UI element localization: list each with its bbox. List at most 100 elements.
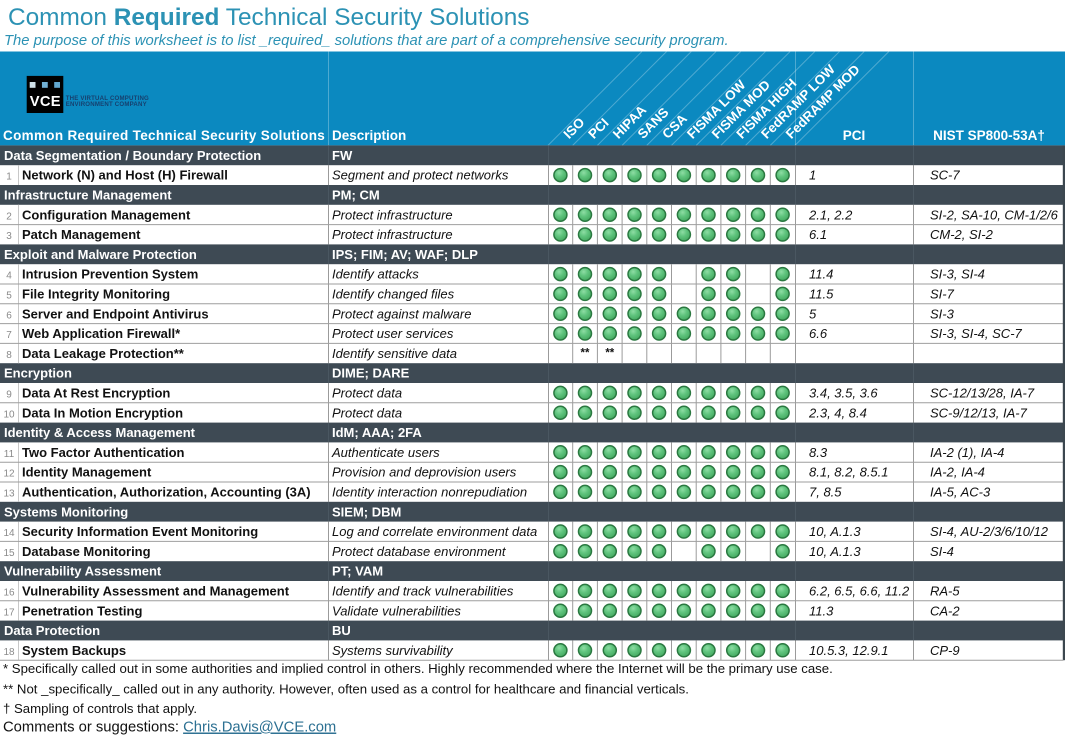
- svg-text:IdM; AAA; 2FA: IdM; AAA; 2FA: [332, 425, 422, 440]
- svg-text:6.6: 6.6: [809, 326, 828, 341]
- svg-text:1: 1: [6, 172, 12, 183]
- svg-text:8.1, 8.2, 8.5.1: 8.1, 8.2, 8.5.1: [809, 465, 889, 480]
- svg-text:DIME; DARE: DIME; DARE: [332, 366, 410, 381]
- svg-text:10: 10: [3, 409, 15, 420]
- svg-text:Authenticate users: Authenticate users: [331, 445, 440, 460]
- svg-text:Protect infrastructure: Protect infrastructure: [332, 207, 453, 222]
- svg-text:14: 14: [3, 528, 15, 539]
- svg-text:11.5: 11.5: [809, 287, 834, 302]
- svg-text:Server and Endpoint Antivirus: Server and Endpoint Antivirus: [22, 306, 209, 321]
- svg-text:Encryption: Encryption: [4, 366, 72, 381]
- svg-text:Data In Motion Encryption: Data In Motion Encryption: [22, 405, 183, 420]
- svg-text:THE VIRTUAL COMPUTING: THE VIRTUAL COMPUTING: [66, 95, 149, 102]
- svg-text:CP-9: CP-9: [930, 643, 960, 658]
- svg-text:Identify attacks: Identify attacks: [332, 267, 419, 282]
- svg-text:Database Monitoring: Database Monitoring: [22, 544, 151, 559]
- svg-text:11.3: 11.3: [809, 603, 834, 618]
- svg-text:5: 5: [809, 306, 817, 321]
- svg-text:**: **: [605, 348, 614, 360]
- svg-text:SIEM; DBM: SIEM; DBM: [332, 504, 401, 519]
- svg-text:Infrastructure Management: Infrastructure Management: [4, 188, 172, 203]
- svg-text:7: 7: [6, 330, 12, 341]
- svg-text:Provision and deprovision user: Provision and deprovision users: [332, 465, 517, 480]
- svg-text:Exploit and Malware Protection: Exploit and Malware Protection: [4, 247, 197, 262]
- svg-text:Identity Management: Identity Management: [22, 465, 152, 480]
- svg-text:IPS; FIM; AV; WAF; DLP: IPS; FIM; AV; WAF; DLP: [332, 247, 478, 262]
- svg-text:Log and correlate environment: Log and correlate environment data: [332, 524, 537, 539]
- svg-text:Identity interaction nonrepudi: Identity interaction nonrepudiation: [332, 485, 527, 500]
- svg-text:18: 18: [3, 647, 15, 658]
- svg-text:BU: BU: [332, 623, 351, 638]
- svg-text:Protect user services: Protect user services: [332, 326, 454, 341]
- svg-text:Comments or suggestions: Chris: Comments or suggestions: Chris.Davis@VCE…: [3, 720, 336, 736]
- svg-text:16: 16: [3, 588, 15, 599]
- svg-text:Vulnerability Assessment and M: Vulnerability Assessment and Management: [22, 584, 290, 599]
- svg-text:Network (N) and Host (H) Firew: Network (N) and Host (H) Firewall: [22, 168, 228, 183]
- svg-text:SI-2, SA-10, CM-1/2/6: SI-2, SA-10, CM-1/2/6: [930, 207, 1059, 222]
- svg-text:8: 8: [6, 350, 12, 361]
- svg-text:Protect against malware: Protect against malware: [332, 306, 471, 321]
- svg-text:Protect infrastructure: Protect infrastructure: [332, 227, 453, 242]
- svg-text:Description: Description: [332, 128, 406, 143]
- svg-text:6: 6: [6, 310, 12, 321]
- svg-text:3: 3: [6, 231, 12, 242]
- svg-text:† Sampling of controls that ap: † Sampling of controls that apply.: [3, 701, 197, 716]
- svg-text:10.5.3, 12.9.1: 10.5.3, 12.9.1: [809, 643, 889, 658]
- svg-text:SI-7: SI-7: [930, 287, 955, 302]
- svg-text:Validate vulnerabilities: Validate vulnerabilities: [332, 603, 461, 618]
- svg-text:IA-5, AC-3: IA-5, AC-3: [930, 485, 991, 500]
- svg-text:Data Protection: Data Protection: [4, 623, 100, 638]
- svg-text:Web Application Firewall*: Web Application Firewall*: [22, 326, 181, 341]
- svg-text:PCI: PCI: [843, 128, 866, 143]
- svg-text:7, 8.5: 7, 8.5: [809, 485, 842, 500]
- svg-text:13: 13: [3, 489, 15, 500]
- svg-text:9: 9: [6, 390, 12, 401]
- svg-text:** Not _specifically_ called o: ** Not _specifically_ called out in any …: [3, 682, 689, 697]
- svg-text:5: 5: [6, 291, 12, 302]
- svg-text:3.4, 3.5, 3.6: 3.4, 3.5, 3.6: [809, 386, 878, 401]
- svg-text:Two Factor Authentication: Two Factor Authentication: [22, 445, 185, 460]
- svg-text:ENVIRONMENT COMPANY: ENVIRONMENT COMPANY: [66, 101, 147, 108]
- svg-text:PT; VAM: PT; VAM: [332, 564, 383, 579]
- svg-text:Data At Rest Encryption: Data At Rest Encryption: [22, 386, 170, 401]
- svg-text:Segment and protect networks: Segment and protect networks: [332, 168, 509, 183]
- svg-text:SI-3, SI-4: SI-3, SI-4: [930, 267, 985, 282]
- svg-text:12: 12: [3, 469, 15, 480]
- svg-text:Security Information Event Mon: Security Information Event Monitoring: [22, 524, 258, 539]
- svg-text:Systems Monitoring: Systems Monitoring: [4, 504, 128, 519]
- svg-text:The purpose of this worksheet: The purpose of this worksheet is to list…: [4, 33, 729, 49]
- svg-text:Configuration Management: Configuration Management: [22, 207, 191, 222]
- svg-text:4: 4: [6, 271, 12, 282]
- svg-text:System Backups: System Backups: [22, 643, 126, 658]
- svg-text:SC-12/13/28, IA-7: SC-12/13/28, IA-7: [930, 386, 1035, 401]
- svg-text:* Specifically called out in s: * Specifically called out in some author…: [3, 661, 833, 676]
- svg-text:Systems survivability: Systems survivability: [332, 643, 454, 658]
- svg-text:10, A.1.3: 10, A.1.3: [809, 544, 861, 559]
- svg-text:SI-3, SI-4, SC-7: SI-3, SI-4, SC-7: [930, 326, 1023, 341]
- svg-text:File Integrity Monitoring: File Integrity Monitoring: [22, 287, 170, 302]
- svg-text:2.3, 4, 8.4: 2.3, 4, 8.4: [808, 405, 867, 420]
- svg-text:NIST SP800-53A†: NIST SP800-53A†: [933, 128, 1045, 143]
- svg-text:Penetration Testing: Penetration Testing: [22, 603, 142, 618]
- svg-text:**: **: [581, 348, 590, 360]
- svg-text:SC-7: SC-7: [930, 168, 960, 183]
- svg-text:SI-4, AU-2/3/6/10/12: SI-4, AU-2/3/6/10/12: [930, 524, 1049, 539]
- svg-text:CM-2, SI-2: CM-2, SI-2: [930, 227, 994, 242]
- svg-text:6.1: 6.1: [809, 227, 827, 242]
- svg-text:17: 17: [3, 607, 15, 618]
- svg-text:Identity & Access Management: Identity & Access Management: [4, 425, 196, 440]
- svg-text:Common Required Technical Secu: Common Required Technical Security Solut…: [3, 128, 325, 143]
- svg-text:PM; CM: PM; CM: [332, 188, 380, 203]
- svg-text:6.2, 6.5, 6.6, 11.2: 6.2, 6.5, 6.6, 11.2: [809, 584, 910, 599]
- svg-text:CA-2: CA-2: [930, 603, 960, 618]
- svg-text:Intrusion Prevention System: Intrusion Prevention System: [22, 267, 198, 282]
- svg-text:Patch Management: Patch Management: [22, 227, 141, 242]
- svg-text:Identify and track vulnerabili: Identify and track vulnerabilities: [332, 584, 514, 599]
- svg-text:SC-9/12/13, IA-7: SC-9/12/13, IA-7: [930, 405, 1028, 420]
- svg-text:SI-4: SI-4: [930, 544, 954, 559]
- svg-text:FW: FW: [332, 148, 353, 163]
- svg-text:11.4: 11.4: [809, 267, 833, 282]
- svg-text:RA-5: RA-5: [930, 584, 960, 599]
- svg-text:Identify changed files: Identify changed files: [332, 287, 455, 302]
- svg-text:Data Leakage Protection**: Data Leakage Protection**: [22, 346, 185, 361]
